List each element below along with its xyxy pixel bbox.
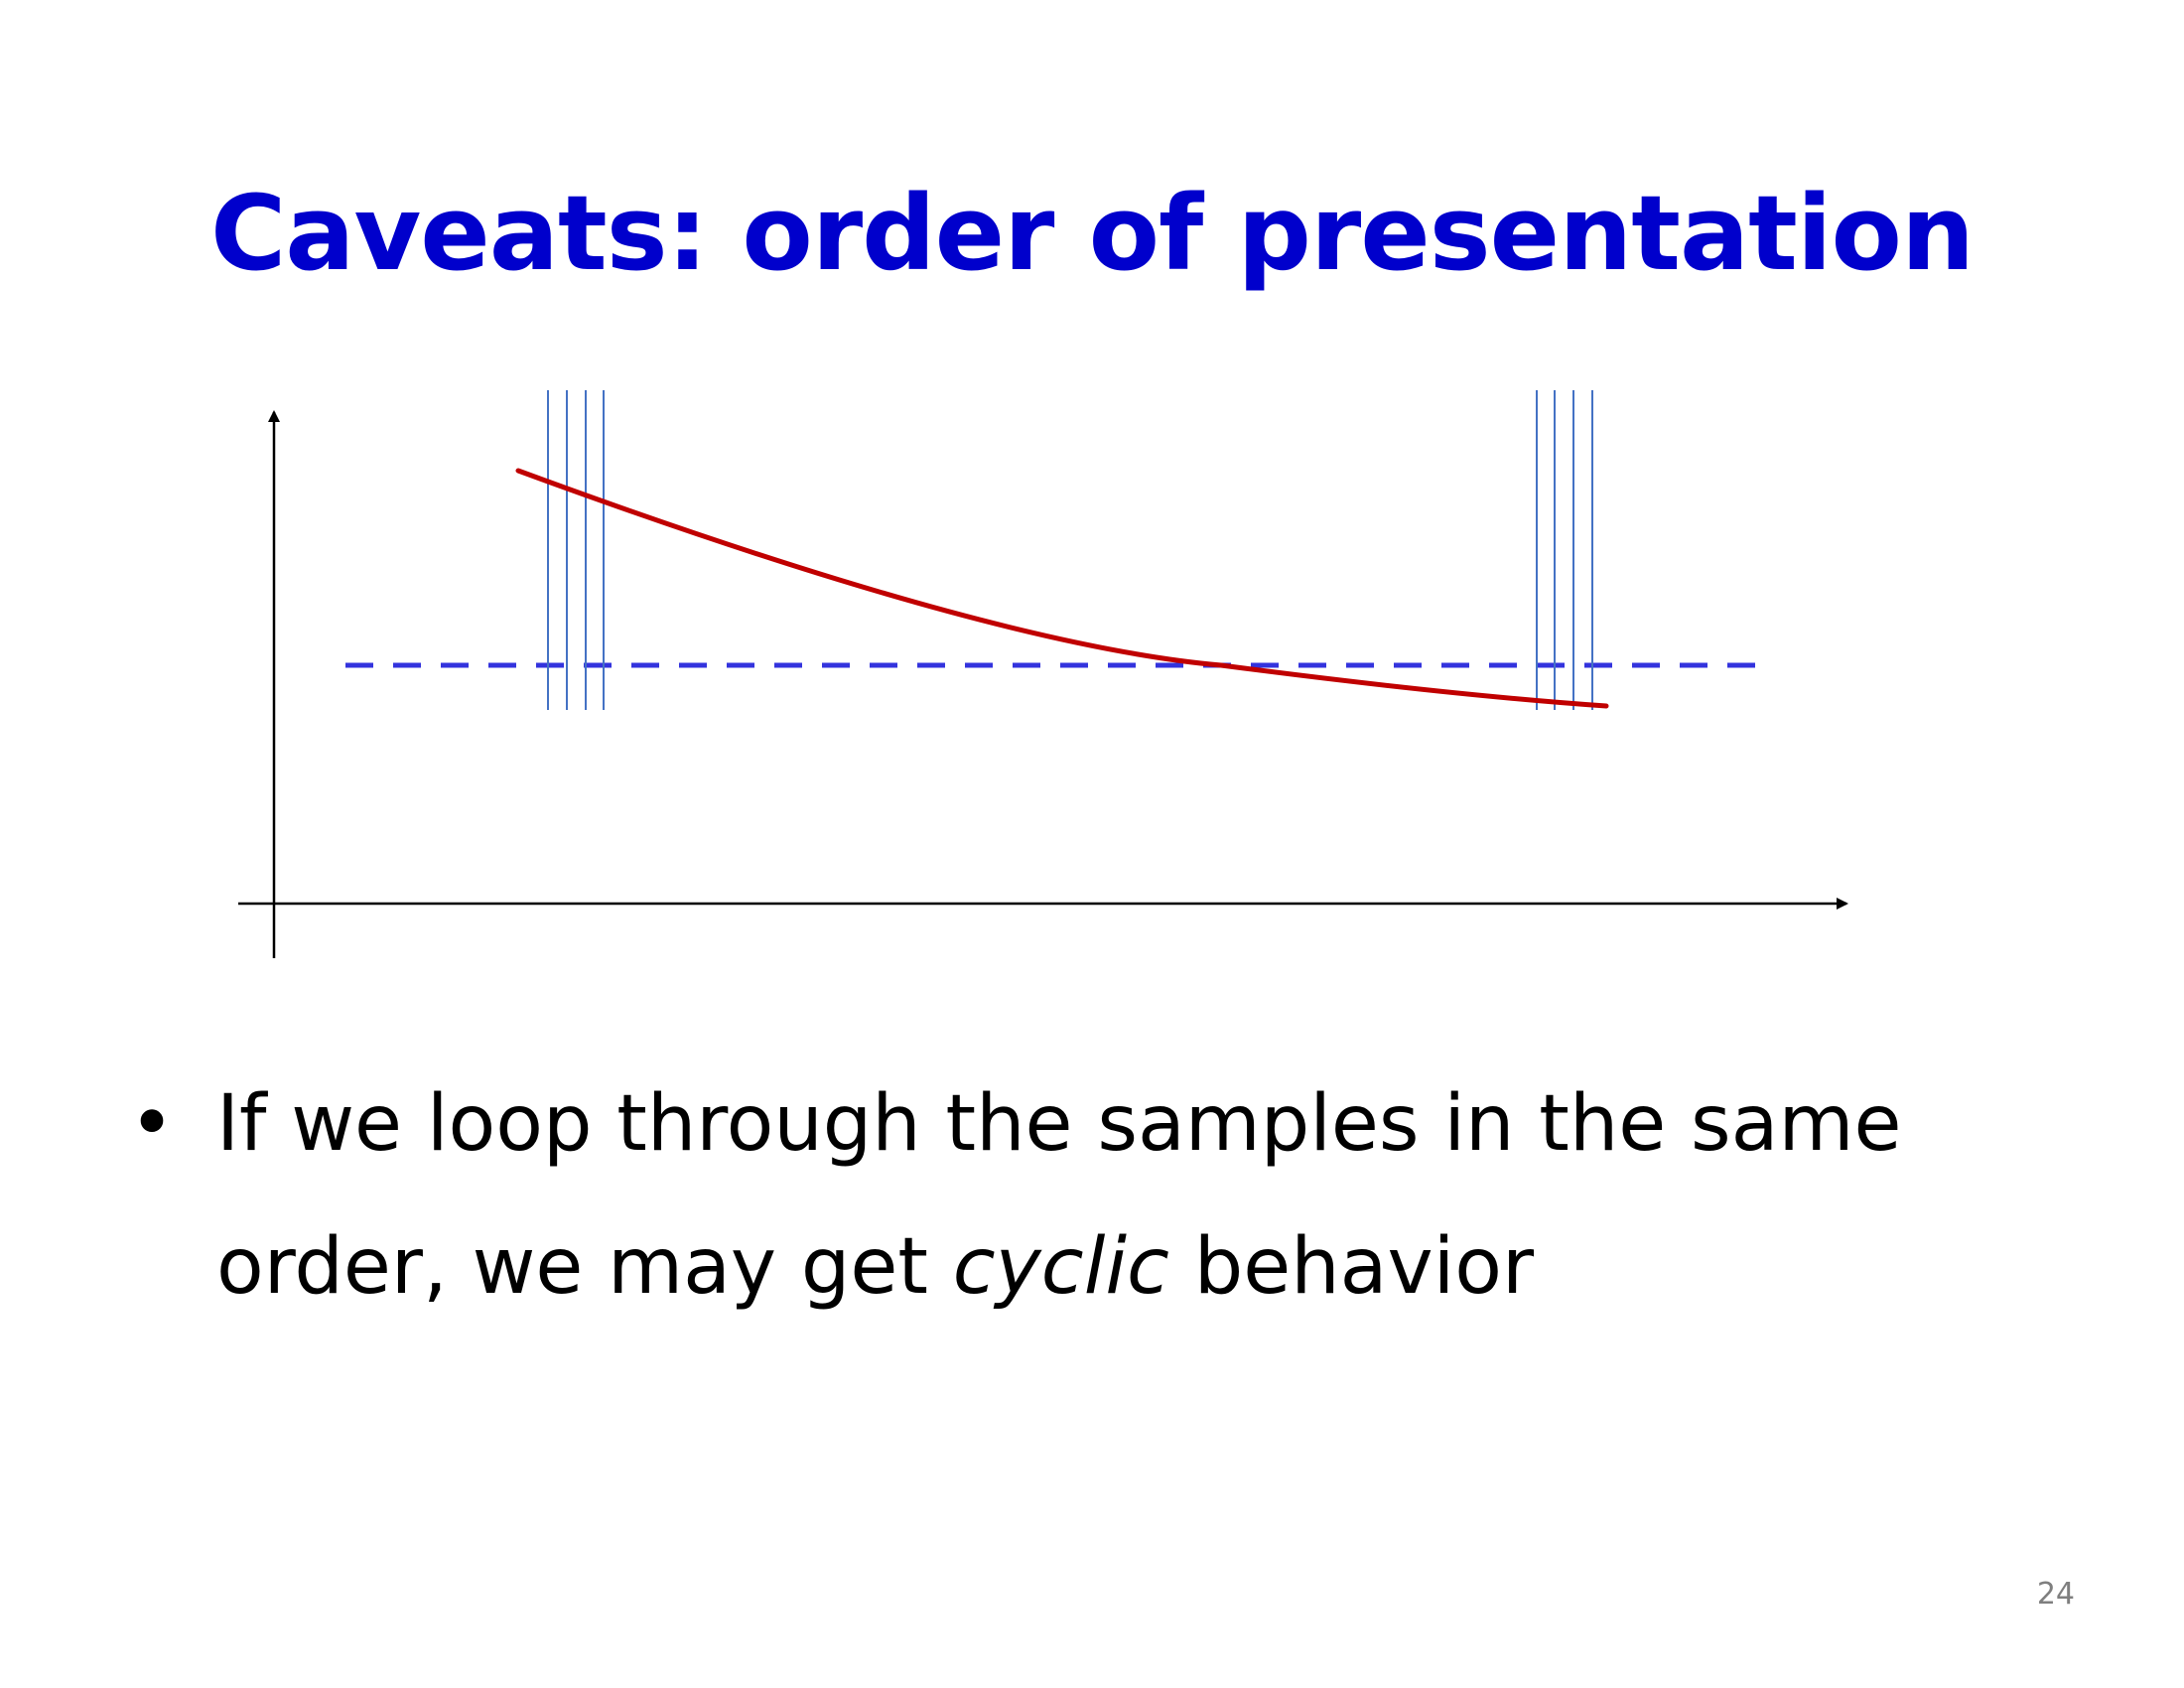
- bullet-text: If we loop through the samples in the sa…: [216, 1053, 2053, 1338]
- bullet-text-before: If we loop through the samples in the sa…: [216, 1079, 1902, 1312]
- bullet-text-after: behavior: [1168, 1222, 1535, 1312]
- page-number: 24: [2036, 1577, 2075, 1612]
- bullet-symbol: •: [129, 1079, 176, 1169]
- error-curve: [515, 468, 1609, 709]
- left-sample-lines: [547, 390, 605, 710]
- bullet-emphasis: cyclic: [952, 1222, 1169, 1312]
- slide-title: Caveats: order of presentation: [209, 173, 1975, 294]
- right-sample-lines: [1536, 390, 1593, 710]
